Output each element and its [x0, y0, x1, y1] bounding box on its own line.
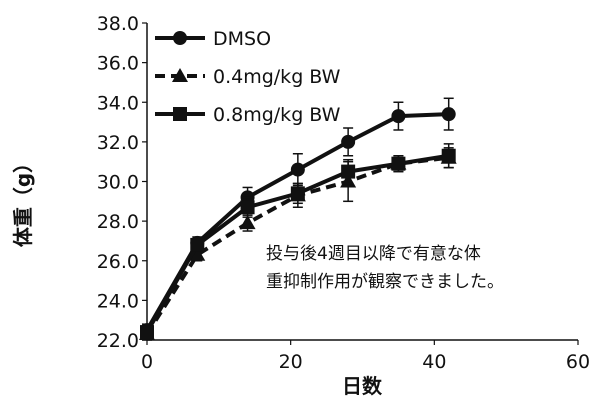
annotation-line: 重抑制作用が観察できました。 [266, 272, 504, 292]
data-point-square [190, 237, 205, 252]
data-point-circle [441, 107, 456, 122]
x-tick-label: 20 [279, 351, 303, 373]
x-axis-label: 日数 [342, 374, 383, 398]
y-tick-label: 36.0 [97, 53, 139, 75]
data-point-square [441, 148, 456, 163]
axes: 22.0 24.0 26.0 28.0 30.0 32.0 34.0 36.0 38.0 0 20 4… [97, 13, 590, 373]
data-point-triangle [239, 215, 256, 230]
series-line [145, 112, 449, 332]
annotation-line: 投与後4週目以降で有意な体 [266, 244, 481, 264]
data-point-square [290, 186, 305, 201]
legend-label: 0.4mg/kg BW [213, 66, 341, 88]
legend: DMSO 0.4mg/kg BW 0.8mg/kg BW [155, 28, 341, 126]
y-tick-label: 28.0 [97, 211, 139, 233]
data-point-triangle [189, 246, 206, 261]
y-tick-label: 32.0 [97, 132, 139, 154]
data-point-square [173, 107, 187, 121]
data-point-square [240, 200, 255, 215]
data-point-circle [173, 31, 187, 45]
y-tick-label: 26.0 [97, 251, 139, 273]
y-tick-label: 22.0 [97, 330, 139, 352]
y-axis-label: 体重（g） [11, 153, 35, 247]
series-1 [140, 97, 456, 338]
x-tick-label: 40 [422, 351, 446, 373]
y-tick-label: 24.0 [97, 290, 139, 312]
data-point-triangle [172, 68, 188, 82]
series-3 [140, 143, 456, 340]
data-point-circle [391, 109, 406, 124]
legend-label: 0.8mg/kg BW [213, 104, 341, 126]
x-tick-label: 60 [566, 351, 590, 373]
data-point-circle [341, 134, 356, 149]
data-point-circle [290, 162, 305, 177]
y-tick-label: 30.0 [97, 172, 139, 194]
series-layer [139, 97, 457, 341]
y-tick-label: 38.0 [97, 13, 139, 35]
y-tick-label: 34.0 [97, 92, 139, 114]
legend-label: DMSO [213, 28, 271, 50]
data-point-square [140, 325, 154, 340]
data-point-square [341, 164, 356, 179]
x-tick-label: 0 [141, 351, 153, 373]
data-point-square [391, 156, 406, 171]
